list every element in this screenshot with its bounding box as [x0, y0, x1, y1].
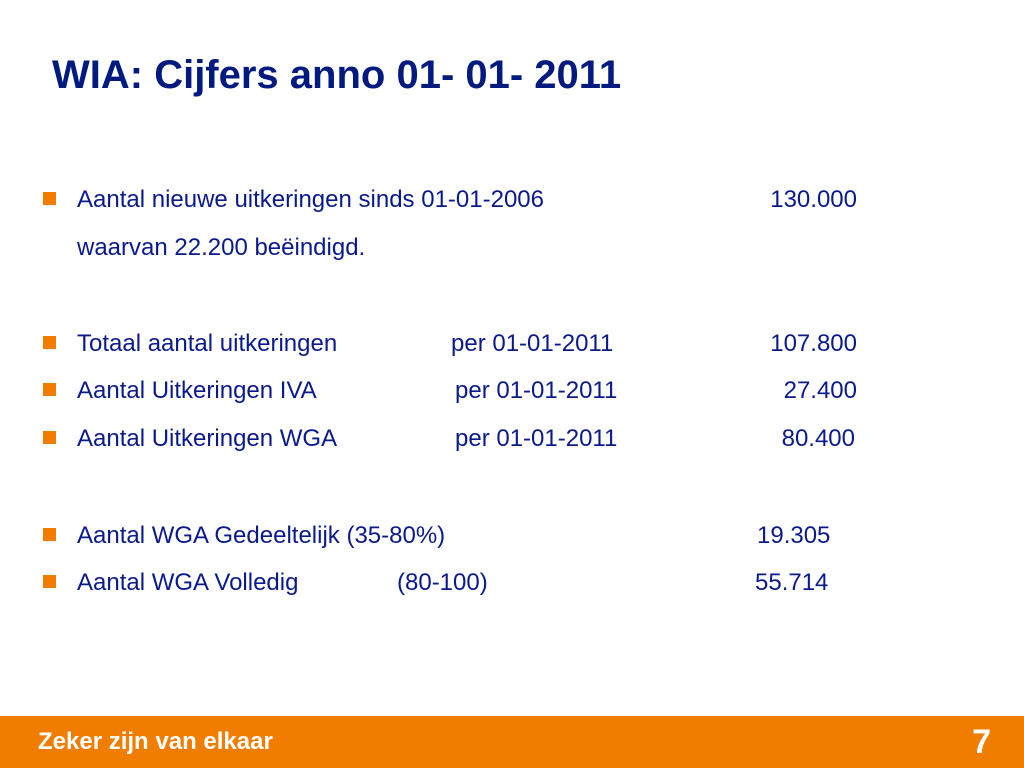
bullet-date-wga: per 01-01-2011: [455, 425, 618, 452]
bullet-marker: [43, 192, 56, 205]
bullet-marker: [43, 431, 56, 444]
bullet-sublabel-ended: waarvan 22.200 beëindigd.: [77, 234, 366, 261]
bullet-marker: [43, 336, 56, 349]
bullet-date-iva: per 01-01-2011: [455, 377, 618, 404]
page-number: 7: [972, 723, 991, 761]
bullet-marker: [43, 528, 56, 541]
bullet-label-total-benefits: Totaal aantal uitkeringen: [77, 330, 338, 357]
value-wga-full: 55.714: [755, 569, 829, 596]
value-new-benefits: 130.000: [770, 186, 857, 213]
bullet-label-wga: Aantal Uitkeringen WGA: [77, 425, 338, 452]
slide-title: WIA: Cijfers anno 01- 01- 2011: [52, 53, 622, 97]
bullet-range-wga-full: (80-100): [397, 569, 488, 596]
value-total-benefits: 107.800: [770, 330, 857, 357]
value-wga-partial: 19.305: [757, 522, 831, 549]
value-iva: 27.400: [783, 377, 857, 404]
bullet-marker: [43, 383, 56, 396]
bullet-label-wga-partial: Aantal WGA Gedeeltelijk (35-80%): [77, 522, 446, 549]
bullet-date-total-benefits: per 01-01-2011: [451, 330, 614, 357]
bullet-marker: [43, 575, 56, 588]
value-wga: 80.400: [781, 425, 855, 452]
bullet-label-new-benefits: Aantal nieuwe uitkeringen sinds 01-01-20…: [77, 186, 544, 213]
footer-tagline: Zeker zijn van elkaar: [38, 728, 273, 755]
footer-bar: Zeker zijn van elkaar 7: [0, 716, 1024, 768]
bullet-label-iva: Aantal Uitkeringen IVA: [77, 377, 317, 404]
bullet-label-wga-full: Aantal WGA Volledig: [77, 569, 299, 596]
